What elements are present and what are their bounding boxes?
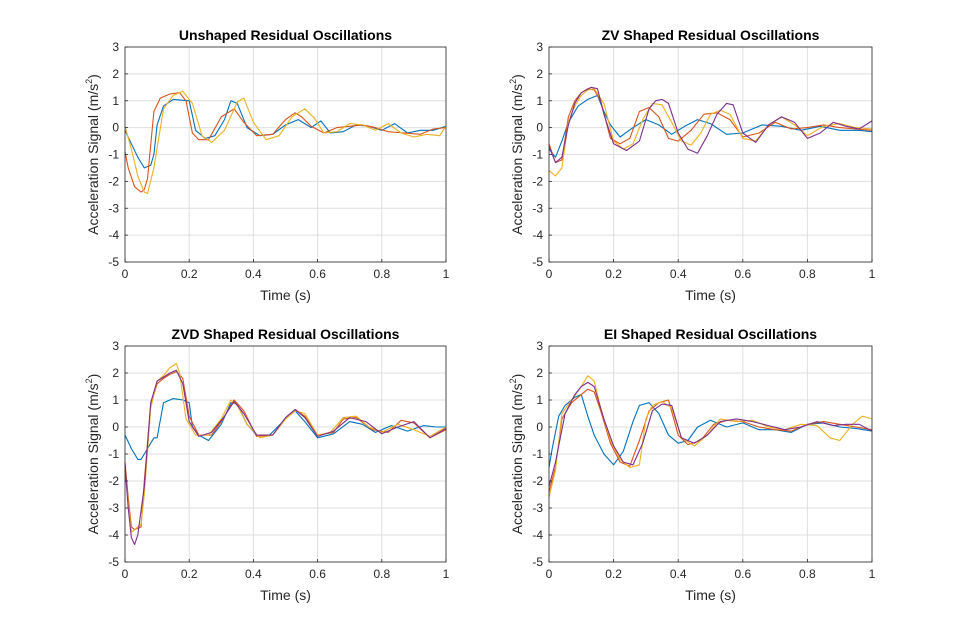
y-tick-label: 2 [112, 67, 119, 81]
series-line-4 [124, 369, 447, 546]
x-tick-label: 0.8 [373, 267, 390, 281]
x-tick-label: 0.4 [245, 567, 262, 581]
y-tick-label: -1 [532, 447, 543, 461]
y-axis-label-end: ) [509, 74, 525, 79]
x-axis-label: Time (s) [685, 587, 736, 603]
y-tick-label: 2 [112, 366, 119, 380]
x-axis-label: Time (s) [685, 287, 736, 303]
x-tick-label: 1 [869, 567, 876, 581]
y-axis-label: Acceleration Signal (m/s2) [84, 374, 101, 535]
chart-title: ZV Shaped Residual Oscillations [602, 27, 820, 43]
x-tick-label: 0 [546, 267, 553, 281]
y-axis-label-sup: 2 [84, 378, 94, 383]
y-tick-label: 3 [536, 40, 543, 54]
y-tick-label: 0 [536, 420, 543, 434]
y-tick-label: -1 [108, 148, 119, 162]
y-tick-label: -2 [108, 174, 119, 188]
series-line-3 [124, 90, 447, 195]
y-tick-label: -3 [532, 201, 543, 215]
y-tick-label: -4 [108, 228, 119, 242]
chart-panel-3: 0 0.2 0.4 0.6 0.8 1 3 2 1 0 -1 -2 -3 -4 -5 ZVD Shaped R… [84, 326, 450, 603]
x-tick-label: 0.2 [605, 267, 622, 281]
y-axis-label-end: ) [85, 74, 101, 79]
y-tick-label: 0 [112, 121, 119, 135]
x-tick-label: 0 [122, 567, 129, 581]
x-tick-label: 0.4 [245, 267, 262, 281]
chart-panel-1: 0 0.2 0.4 0.6 0.8 1 3 2 1 0 -1 -2 -3 -4 -5 Unshaped Res… [84, 27, 450, 303]
y-tick-label: -4 [532, 228, 543, 242]
x-tick-label: 0.8 [799, 567, 816, 581]
y-axis-label-main: Acceleration Signal (m/s [509, 84, 525, 235]
x-tick-label: 0.2 [181, 267, 198, 281]
chart-panel-4: 0 0.2 0.4 0.6 0.8 1 3 2 1 0 -1 -2 -3 -4 -5 EI Shaped Re… [508, 326, 876, 603]
y-tick-label: 3 [112, 339, 119, 353]
y-tick-label: -5 [108, 255, 119, 269]
series-line-3 [548, 88, 873, 177]
series-line-3 [548, 375, 873, 498]
series-line-4 [548, 381, 873, 487]
y-tick-label: -1 [532, 148, 543, 162]
chart-title: EI Shaped Residual Oscillations [604, 326, 817, 342]
y-tick-label: -4 [532, 528, 543, 542]
y-axis-label-main: Acceleration Signal (m/s [85, 84, 101, 235]
y-tick-label: 1 [112, 393, 119, 407]
series-line-2 [124, 92, 447, 193]
x-tick-label: 0.8 [373, 567, 390, 581]
y-tick-label: 3 [112, 40, 119, 54]
x-tick-label: 0.6 [309, 267, 326, 281]
series-line-1 [548, 94, 873, 158]
y-tick-label: -3 [532, 501, 543, 515]
y-tick-label: 3 [536, 339, 543, 353]
x-tick-label: 0 [546, 567, 553, 581]
y-tick-label: 2 [536, 366, 543, 380]
y-axis-label: Acceleration Signal (m/s2) [508, 74, 525, 235]
y-tick-label: -5 [532, 555, 543, 569]
chart-title: ZVD Shaped Residual Oscillations [172, 326, 400, 342]
x-axis-label: Time (s) [260, 287, 311, 303]
y-tick-label: 0 [112, 420, 119, 434]
y-axis-label-end: ) [509, 374, 525, 379]
y-tick-label: -2 [108, 474, 119, 488]
y-tick-label: 2 [536, 67, 543, 81]
series-line-4 [548, 86, 873, 164]
x-tick-label: 1 [443, 267, 450, 281]
y-tick-label: -3 [108, 501, 119, 515]
y-tick-label: -4 [108, 528, 119, 542]
y-tick-label: 1 [112, 94, 119, 108]
x-axis-label: Time (s) [260, 587, 311, 603]
y-tick-label: 1 [536, 393, 543, 407]
y-tick-label: -2 [532, 474, 543, 488]
y-axis-label: Acceleration Signal (m/s2) [508, 374, 525, 535]
x-tick-label: 1 [869, 267, 876, 281]
x-tick-label: 0.8 [799, 267, 816, 281]
chart-title: Unshaped Residual Oscillations [179, 27, 392, 43]
y-axis-label-main: Acceleration Signal (m/s [85, 383, 101, 534]
x-tick-label: 0.2 [605, 567, 622, 581]
y-axis-label-sup: 2 [508, 79, 518, 84]
x-tick-label: 0.6 [734, 567, 751, 581]
x-tick-label: 1 [443, 567, 450, 581]
x-tick-label: 0.4 [670, 267, 687, 281]
series-line-2 [548, 388, 873, 492]
x-tick-label: 0.6 [309, 567, 326, 581]
chart-panel-2: 0 0.2 0.4 0.6 0.8 1 3 2 1 0 -1 -2 -3 -4 -5 ZV Shaped Re… [508, 27, 876, 303]
y-tick-label: -1 [108, 447, 119, 461]
y-tick-label: -5 [108, 555, 119, 569]
y-tick-label: -5 [532, 255, 543, 269]
y-tick-label: 0 [536, 121, 543, 135]
x-tick-label: 0.4 [670, 567, 687, 581]
y-axis-label-main: Acceleration Signal (m/s [509, 383, 525, 534]
x-tick-label: 0.6 [734, 267, 751, 281]
y-tick-label: -2 [532, 174, 543, 188]
x-tick-label: 0.2 [181, 567, 198, 581]
x-tick-label: 0 [122, 267, 129, 281]
y-tick-label: 1 [536, 94, 543, 108]
y-axis-label-sup: 2 [84, 79, 94, 84]
y-axis-label-sup: 2 [508, 378, 518, 383]
y-tick-label: -3 [108, 201, 119, 215]
y-axis-label: Acceleration Signal (m/s2) [84, 74, 101, 235]
y-axis-label-end: ) [85, 374, 101, 379]
